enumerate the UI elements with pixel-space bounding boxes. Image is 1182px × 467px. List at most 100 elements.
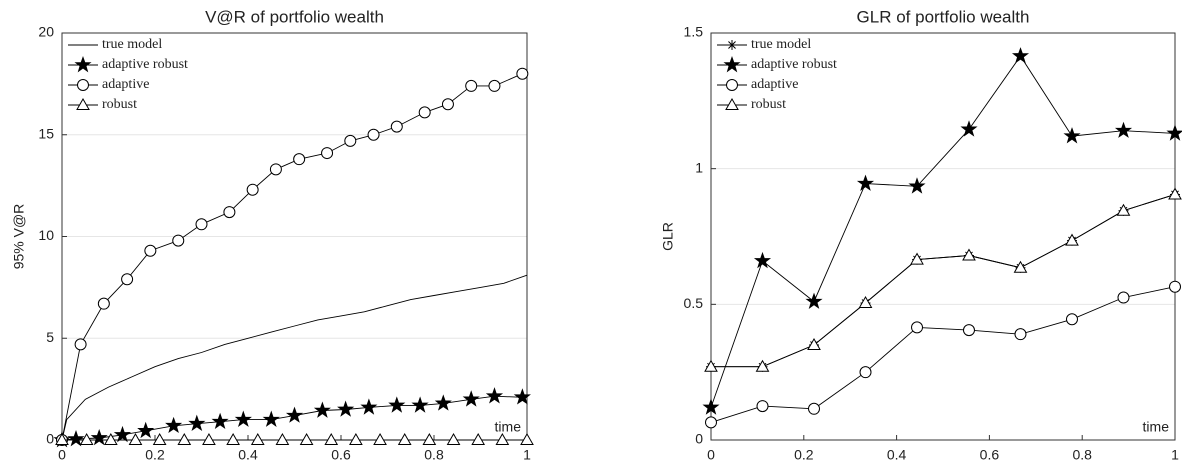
series-line <box>711 193 1176 368</box>
data-point <box>390 120 403 133</box>
x-tick-label: 1 <box>523 447 531 463</box>
data-point <box>1168 187 1182 200</box>
legend-label: true model <box>102 37 162 52</box>
y-axis-label: GLR <box>660 222 676 251</box>
data-point <box>1011 47 1030 64</box>
y-tick-label: 1.5 <box>684 24 704 40</box>
y-tick-label: 0 <box>695 431 703 447</box>
series-line <box>710 286 1176 423</box>
data-point <box>337 400 355 417</box>
data-point <box>422 432 437 445</box>
legend-label: robust <box>102 97 137 112</box>
x-tick-label: 0.2 <box>794 447 814 463</box>
data-point <box>520 432 534 445</box>
plot-frame <box>710 32 1176 441</box>
data-point <box>349 432 363 445</box>
data-point <box>97 297 110 310</box>
x-tick-label: 0.4 <box>238 447 258 463</box>
series-line <box>61 274 528 441</box>
data-point <box>373 432 387 445</box>
data-point <box>488 79 501 92</box>
data-point <box>495 432 510 445</box>
data-point <box>704 359 718 372</box>
x-tick-label: 0.6 <box>980 447 1000 463</box>
chart-title: GLR of portfolio wealth <box>857 7 1030 26</box>
data-point <box>152 432 167 445</box>
data-point <box>411 396 429 413</box>
data-point <box>1014 328 1027 341</box>
legend-marker <box>723 55 741 73</box>
data-point <box>299 432 314 445</box>
data-point <box>144 244 157 257</box>
data-point <box>128 432 143 445</box>
data-point <box>67 429 85 447</box>
y-tick-label: 20 <box>38 24 54 40</box>
y-tick-label: 10 <box>38 227 54 243</box>
data-point <box>1116 203 1131 216</box>
y-tick-label: 1 <box>695 159 703 175</box>
data-point <box>446 432 461 445</box>
legend-label: adaptive robust <box>102 57 188 72</box>
data-point <box>908 177 926 194</box>
legend-label: adaptive <box>751 77 798 92</box>
data-point <box>513 388 531 405</box>
data-point <box>293 153 306 166</box>
data-point <box>462 390 480 407</box>
data-point <box>859 366 872 379</box>
data-point <box>367 128 380 141</box>
data-point <box>1114 121 1133 138</box>
data-point <box>313 401 331 418</box>
data-point <box>90 429 108 446</box>
y-tick-label: 0.5 <box>684 295 704 311</box>
data-point <box>856 174 875 191</box>
data-point <box>269 163 282 176</box>
data-point <box>418 106 431 119</box>
data-point <box>1065 233 1079 246</box>
data-point <box>324 432 339 445</box>
legend-marker <box>74 55 92 73</box>
x-axis-label: time <box>495 419 522 435</box>
x-tick-label: 0.2 <box>145 447 165 463</box>
data-point <box>397 432 412 445</box>
data-point <box>321 147 334 160</box>
data-point <box>165 416 183 434</box>
data-point <box>250 432 265 445</box>
data-point <box>55 432 69 445</box>
data-point <box>137 421 155 439</box>
data-point <box>441 98 454 111</box>
data-point <box>910 252 924 265</box>
x-axis-label: time <box>1143 419 1170 435</box>
legend-marker <box>726 79 738 91</box>
data-point <box>211 412 229 430</box>
data-point <box>962 324 975 337</box>
series-line <box>710 55 1176 408</box>
data-point <box>753 251 772 269</box>
legend-marker <box>77 79 89 91</box>
x-tick-label: 0.8 <box>424 447 444 463</box>
data-point <box>911 321 924 334</box>
data-point <box>702 398 720 415</box>
data-point <box>234 410 252 427</box>
x-tick-label: 0 <box>58 447 66 463</box>
legend-label: true model <box>751 37 811 52</box>
legend-marker <box>725 97 739 110</box>
data-point <box>344 134 357 147</box>
data-point <box>285 406 304 423</box>
data-point <box>485 387 504 404</box>
data-point <box>807 338 821 351</box>
y-tick-label: 0 <box>46 431 54 447</box>
x-tick-label: 0.8 <box>1072 447 1092 463</box>
y-axis-label: 95% V@R <box>11 204 27 270</box>
data-point <box>275 432 290 445</box>
x-tick-label: 0.4 <box>887 447 907 463</box>
data-point <box>172 234 185 247</box>
data-point <box>1065 313 1078 326</box>
data-point <box>1166 124 1182 141</box>
data-point <box>960 120 978 137</box>
legend-label: adaptive robust <box>751 57 837 72</box>
data-point <box>805 292 823 309</box>
chart-title: V@R of portfolio wealth <box>205 7 384 26</box>
data-point <box>188 414 206 432</box>
data-point <box>755 359 770 372</box>
data-point <box>74 338 87 351</box>
